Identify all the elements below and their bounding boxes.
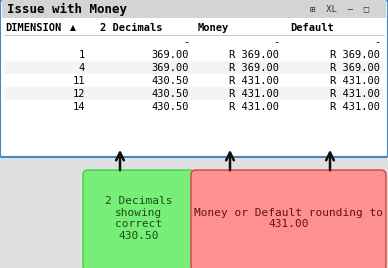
Text: R 431.00: R 431.00 bbox=[330, 76, 380, 86]
Text: 11: 11 bbox=[73, 76, 85, 86]
Text: Issue with Money: Issue with Money bbox=[7, 2, 127, 16]
Text: R 431.00: R 431.00 bbox=[330, 102, 380, 112]
Bar bbox=[4, 61, 383, 74]
Text: ▲: ▲ bbox=[70, 24, 76, 32]
Text: 430.50: 430.50 bbox=[151, 102, 189, 112]
Text: 369.00: 369.00 bbox=[151, 63, 189, 73]
Text: 369.00: 369.00 bbox=[151, 50, 189, 60]
Text: 2 Decimals
showing
correct
430.50: 2 Decimals showing correct 430.50 bbox=[105, 196, 173, 241]
Text: R 431.00: R 431.00 bbox=[229, 102, 279, 112]
Text: R 369.00: R 369.00 bbox=[229, 50, 279, 60]
Text: 430.50: 430.50 bbox=[151, 76, 189, 86]
Text: R 369.00: R 369.00 bbox=[330, 50, 380, 60]
Text: R 431.00: R 431.00 bbox=[229, 76, 279, 86]
FancyBboxPatch shape bbox=[191, 170, 386, 268]
Text: -: - bbox=[273, 37, 279, 47]
Text: R 431.00: R 431.00 bbox=[330, 89, 380, 99]
Bar bbox=[4, 87, 383, 100]
FancyBboxPatch shape bbox=[83, 170, 195, 268]
Text: Money or Default rounding to
431.00: Money or Default rounding to 431.00 bbox=[194, 208, 383, 229]
Text: 14: 14 bbox=[73, 102, 85, 112]
Text: -: - bbox=[183, 37, 189, 47]
Text: Money: Money bbox=[198, 23, 229, 33]
Text: 430.50: 430.50 bbox=[151, 89, 189, 99]
Text: 1: 1 bbox=[79, 50, 85, 60]
Text: Default: Default bbox=[290, 23, 334, 33]
Text: 2 Decimals: 2 Decimals bbox=[100, 23, 163, 33]
Text: R 431.00: R 431.00 bbox=[229, 89, 279, 99]
Text: -: - bbox=[374, 37, 380, 47]
Text: R 369.00: R 369.00 bbox=[229, 63, 279, 73]
Bar bbox=[2, 0, 386, 18]
Text: 12: 12 bbox=[73, 89, 85, 99]
Text: ⊞  XL  –  □: ⊞ XL – □ bbox=[310, 5, 369, 13]
Text: 4: 4 bbox=[79, 63, 85, 73]
Text: R 369.00: R 369.00 bbox=[330, 63, 380, 73]
Text: DIMENSION: DIMENSION bbox=[5, 23, 61, 33]
FancyBboxPatch shape bbox=[0, 0, 388, 157]
